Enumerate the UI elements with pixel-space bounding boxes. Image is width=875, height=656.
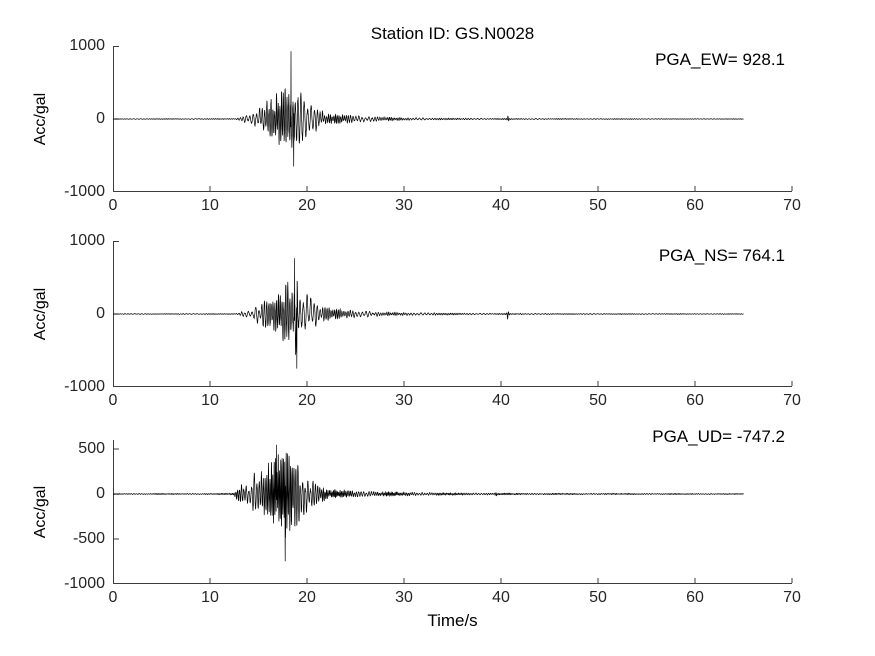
x-tick-label: 50: [589, 589, 607, 606]
y-tick-label: -1000: [64, 575, 105, 592]
x-tick-label: 10: [201, 589, 219, 606]
x-tick-label: 70: [783, 197, 801, 214]
x-tick-label: 50: [589, 197, 607, 214]
y-tick-label: -1000: [64, 183, 105, 200]
x-tick-label: 30: [395, 589, 413, 606]
y-tick-label: 0: [96, 485, 105, 502]
x-tick-label: 40: [492, 589, 510, 606]
x-tick-label: 10: [201, 392, 219, 409]
y-tick-label: 0: [96, 305, 105, 322]
x-tick-label: 20: [298, 197, 316, 214]
y-tick-label: 1000: [69, 232, 105, 249]
y-tick-label: 1000: [69, 37, 105, 54]
waveform-trace-ud: [113, 444, 744, 562]
x-tick-label: 20: [298, 589, 316, 606]
pga-annotation-ud: PGA_UD= -747.2: [652, 427, 785, 446]
x-tick-label: 70: [783, 589, 801, 606]
waveform-trace-ew: [112, 51, 744, 167]
x-tick-label: 40: [492, 197, 510, 214]
x-tick-label: 60: [686, 589, 704, 606]
waveform-plot-ew: [112, 46, 793, 192]
x-tick-label: 60: [686, 197, 704, 214]
x-tick-label: 10: [201, 197, 219, 214]
x-tick-label: 70: [783, 392, 801, 409]
waveform-plot-ud: [113, 440, 793, 584]
x-tick-label: 60: [686, 392, 704, 409]
x-tick-label: 30: [395, 197, 413, 214]
waveform-trace-ns: [112, 258, 744, 369]
y-tick-label: -500: [72, 530, 105, 547]
x-tick-label: 30: [395, 392, 413, 409]
pga-annotation-ew: PGA_EW= 928.1: [655, 50, 785, 69]
y-tick-label: 500: [78, 440, 105, 457]
x-tick-label: 50: [589, 392, 607, 409]
x-tick-label: 0: [108, 197, 118, 214]
x-axis-label: Time/s: [427, 611, 478, 630]
pga-annotation-ns: PGA_NS= 764.1: [658, 246, 785, 265]
figure-title: Station ID: GS.N0028: [370, 24, 535, 43]
y-tick-label: -1000: [64, 378, 105, 395]
x-tick-label: 40: [492, 392, 510, 409]
y-tick-label: 0: [96, 110, 105, 127]
x-tick-label: 0: [108, 392, 118, 409]
x-tick-label: 0: [108, 589, 118, 606]
x-tick-label: 20: [298, 392, 316, 409]
waveform-plot-ns: [112, 241, 793, 387]
